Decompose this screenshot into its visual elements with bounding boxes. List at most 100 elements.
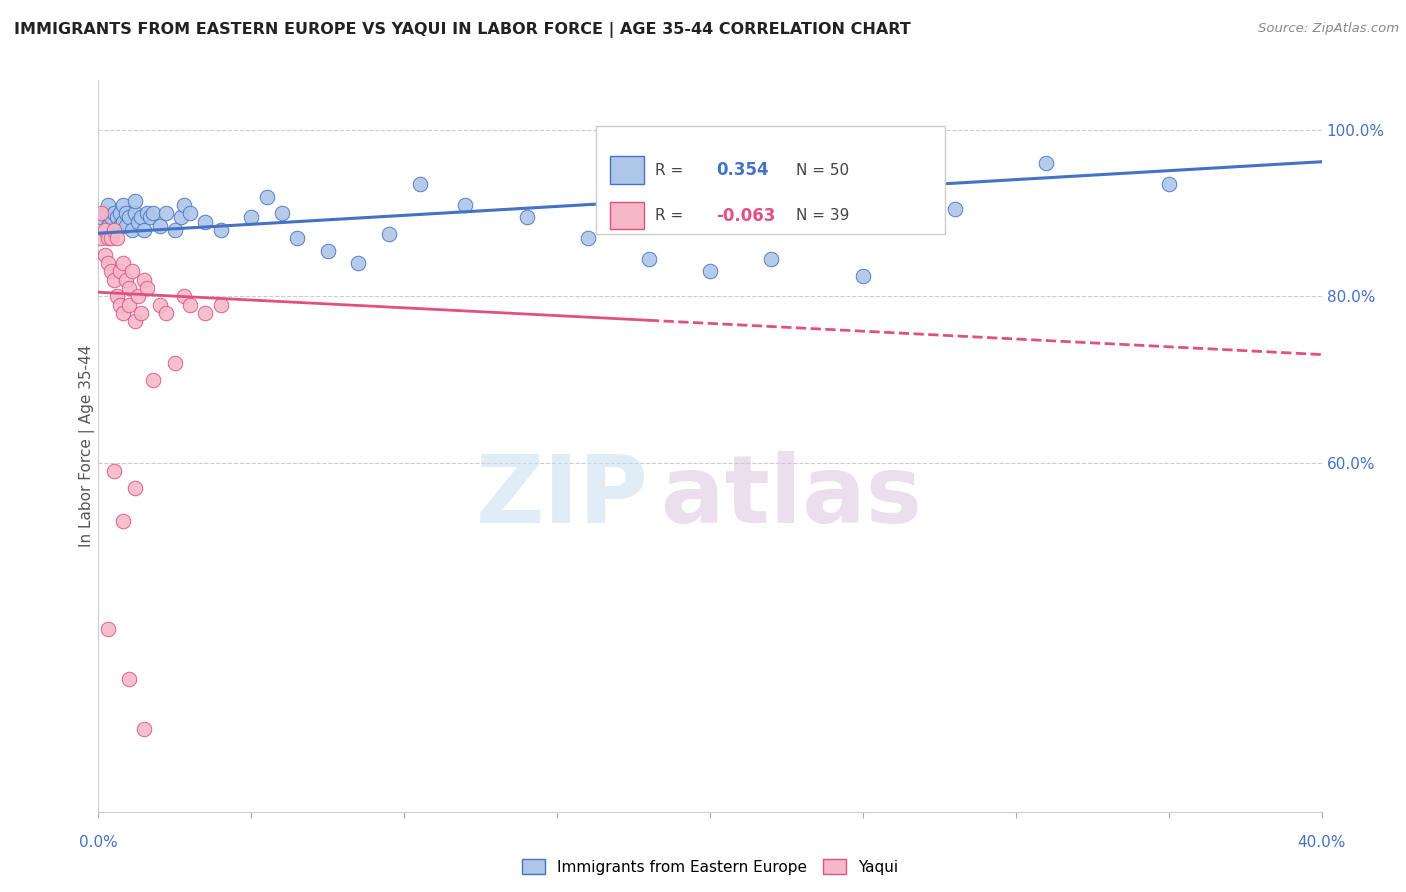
Legend: Immigrants from Eastern Europe, Yaqui: Immigrants from Eastern Europe, Yaqui: [516, 853, 904, 881]
Point: [209, 223, 232, 237]
Text: ZIP: ZIP: [477, 451, 650, 543]
Point: [124, 194, 146, 208]
Point: [115, 273, 138, 287]
Point: [124, 206, 146, 220]
Point: [97, 219, 120, 233]
Point: [90, 206, 112, 220]
Text: R =: R =: [655, 162, 683, 178]
Point: [111, 214, 134, 228]
Point: [90, 211, 112, 225]
Point: [194, 306, 217, 320]
Point: [111, 306, 134, 320]
Point: [108, 298, 131, 312]
Point: [121, 223, 143, 237]
FancyBboxPatch shape: [610, 202, 644, 229]
Point: [105, 211, 128, 225]
Point: [139, 211, 162, 225]
Point: [173, 289, 195, 303]
Point: [103, 464, 125, 478]
Point: [1035, 156, 1057, 170]
Point: [170, 211, 193, 225]
Point: [97, 256, 120, 270]
Point: [285, 231, 308, 245]
Point: [347, 256, 370, 270]
Point: [155, 206, 177, 220]
Point: [209, 298, 232, 312]
Point: [124, 314, 146, 328]
Point: [127, 214, 149, 228]
Point: [134, 223, 156, 237]
FancyBboxPatch shape: [596, 126, 945, 234]
Point: [93, 248, 115, 262]
Text: atlas: atlas: [661, 451, 922, 543]
Point: [90, 231, 112, 245]
Point: [134, 273, 156, 287]
Text: 40.0%: 40.0%: [1298, 836, 1346, 850]
Text: 0.0%: 0.0%: [79, 836, 118, 850]
Point: [103, 223, 125, 237]
Point: [111, 256, 134, 270]
Point: [516, 211, 538, 225]
Point: [142, 372, 165, 386]
Point: [134, 722, 156, 736]
Point: [118, 281, 141, 295]
Point: [103, 273, 125, 287]
Point: [115, 206, 138, 220]
Point: [93, 206, 115, 220]
Point: [378, 227, 401, 241]
Point: [1157, 177, 1180, 191]
Text: N = 39: N = 39: [796, 208, 849, 223]
Point: [100, 264, 122, 278]
Point: [118, 298, 141, 312]
Point: [179, 298, 201, 312]
Point: [194, 214, 217, 228]
Point: [256, 189, 278, 203]
Point: [129, 211, 152, 225]
Point: [699, 264, 721, 278]
Point: [129, 306, 152, 320]
Text: -0.063: -0.063: [716, 207, 776, 225]
Point: [97, 231, 120, 245]
Point: [163, 223, 186, 237]
Point: [115, 219, 138, 233]
Point: [179, 206, 201, 220]
Point: [136, 206, 159, 220]
Point: [100, 211, 122, 225]
Point: [637, 252, 661, 266]
Point: [852, 268, 875, 283]
Point: [408, 177, 430, 191]
Point: [240, 211, 263, 225]
Point: [111, 198, 134, 212]
Point: [173, 198, 195, 212]
Text: N = 50: N = 50: [796, 162, 849, 178]
Point: [93, 223, 115, 237]
Point: [108, 264, 131, 278]
Point: [97, 622, 120, 636]
Point: [97, 198, 120, 212]
Point: [118, 211, 141, 225]
Point: [316, 244, 339, 258]
Point: [149, 219, 172, 233]
Point: [163, 356, 186, 370]
Point: [108, 219, 131, 233]
Point: [111, 514, 134, 528]
Text: IMMIGRANTS FROM EASTERN EUROPE VS YAQUI IN LABOR FORCE | AGE 35-44 CORRELATION C: IMMIGRANTS FROM EASTERN EUROPE VS YAQUI …: [14, 22, 911, 38]
Point: [118, 672, 141, 686]
Point: [142, 206, 165, 220]
Text: 0.354: 0.354: [716, 161, 769, 179]
Point: [759, 252, 782, 266]
Point: [943, 202, 966, 216]
Point: [155, 306, 177, 320]
FancyBboxPatch shape: [610, 156, 644, 184]
Point: [576, 231, 599, 245]
Text: R =: R =: [655, 208, 683, 223]
Point: [105, 231, 128, 245]
Point: [121, 264, 143, 278]
Point: [100, 231, 122, 245]
Point: [105, 289, 128, 303]
Point: [103, 206, 125, 220]
Point: [124, 481, 146, 495]
Point: [270, 206, 292, 220]
Point: [127, 289, 149, 303]
Point: [136, 281, 159, 295]
